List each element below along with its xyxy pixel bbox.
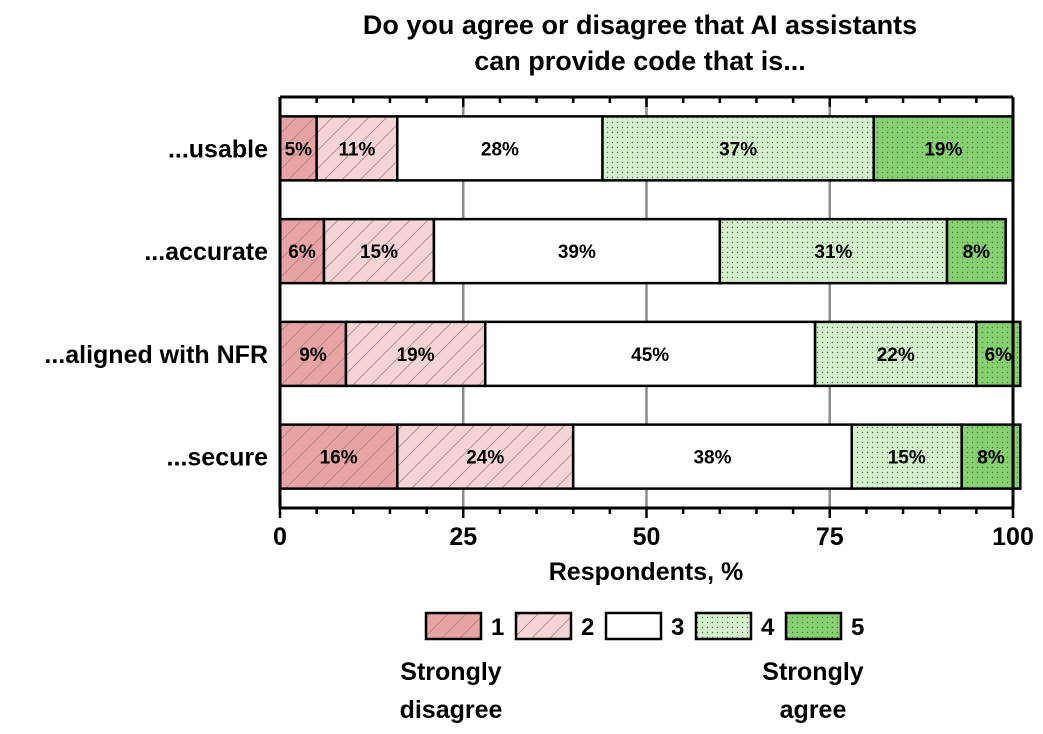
legend-swatch-outline [604, 611, 663, 641]
data-label: 31% [814, 242, 852, 263]
data-label: 8% [977, 448, 1005, 469]
data-label: 19% [924, 139, 962, 160]
bar-segment-pattern [280, 321, 346, 386]
bar-segment-pattern [397, 424, 574, 489]
bar-segment [397, 116, 603, 181]
legend-label: 5 [851, 614, 864, 641]
x-tick-label: 0 [273, 523, 287, 551]
bar-segment-pattern [280, 219, 324, 284]
category-label: ...usable [168, 135, 268, 163]
bar-segment-pattern [947, 219, 1006, 284]
legend: 1 2 3 4 5 [424, 611, 864, 641]
bar-segment [573, 424, 852, 489]
legend-swatch-pattern [426, 613, 481, 639]
legend-left-caption-line-2: disagree [400, 696, 503, 724]
category-labels: ...usable ...accurate ...aligned with NFR.… [44, 135, 268, 471]
axes [278, 95, 1015, 518]
legend-swatch-pattern [786, 613, 841, 639]
data-label: 15% [360, 242, 398, 263]
bar-segment-pattern [851, 424, 962, 489]
bar-segment [485, 321, 816, 386]
bar-segment-outline [945, 217, 1007, 285]
x-tick-label: 100 [992, 523, 1034, 551]
data-label: 6% [288, 242, 316, 263]
bar-segment-pattern [961, 424, 1021, 489]
bar-segment-pattern [719, 219, 948, 284]
data-label: 8% [963, 242, 991, 263]
legend-right-caption-line-2: agree [780, 696, 847, 724]
data-label: 6% [985, 345, 1013, 366]
legend-label: 2 [581, 614, 594, 641]
x-axis-label: Respondents, % [549, 558, 743, 586]
category-label: ...accurate [144, 238, 268, 266]
legend-label: 1 [491, 614, 504, 641]
chart-title-line-1: Do you agree or disagree that AI assista… [363, 10, 917, 40]
data-label: 11% [338, 139, 375, 160]
data-label: 38% [693, 448, 731, 469]
legend-swatch-outline [424, 611, 483, 641]
data-label: 15% [888, 448, 926, 469]
x-tick-label: 50 [633, 523, 661, 551]
legend-left-caption-line-1: Strongly [400, 658, 501, 686]
data-label: 16% [320, 448, 358, 469]
legend-swatch-outline [784, 611, 843, 641]
legend-right-caption-line-1: Strongly [762, 658, 863, 686]
bar-segment-outline [960, 423, 1022, 490]
chart-title: Do you agree or disagree that AI assista… [363, 10, 917, 76]
data-label: 37% [719, 139, 757, 160]
bar-series: 5% 11% 28% 37% 19% 6% 15% 39% 31% 8% 9% 19% 45% 22% 6%… [278, 115, 1022, 490]
bar-segment-pattern [280, 424, 398, 489]
bar-segment-pattern [873, 116, 1013, 181]
data-label: 5% [285, 139, 313, 160]
legend-swatch-pattern [516, 613, 571, 639]
data-label: 22% [877, 345, 915, 366]
bar-segment-pattern [345, 321, 486, 386]
category-label: ...secure [167, 444, 269, 472]
legend-captions: Strongly disagree Strongly agree [400, 658, 864, 724]
legend-label: 3 [671, 614, 684, 641]
x-tick-label: 75 [816, 523, 844, 551]
data-label: 24% [466, 448, 504, 469]
data-label: 28% [481, 139, 519, 160]
category-label: ...aligned with NFR [44, 341, 268, 369]
bar-segment-pattern [316, 116, 398, 181]
data-label: 39% [558, 242, 596, 263]
bar-segment-pattern [323, 219, 434, 284]
legend-label: 4 [761, 614, 775, 641]
chart-title-line-2: can provide code that is... [474, 46, 806, 76]
legend-swatch-outline [694, 611, 753, 641]
bar-segment [433, 219, 720, 284]
x-tick-labels: 0 25 50 75 100 [273, 523, 1034, 551]
bar-segment-outline [975, 320, 1022, 388]
legend-swatch [606, 613, 661, 639]
x-tick-label: 25 [449, 523, 477, 551]
bar-segment-pattern [815, 321, 977, 386]
bar-segment-pattern [602, 116, 874, 181]
bar-segment-pattern [280, 116, 317, 181]
legend-swatch-pattern [696, 613, 751, 639]
data-label: 9% [299, 345, 327, 366]
data-label: 45% [631, 345, 669, 366]
data-label: 19% [397, 345, 435, 366]
legend-swatch-outline [514, 611, 573, 641]
